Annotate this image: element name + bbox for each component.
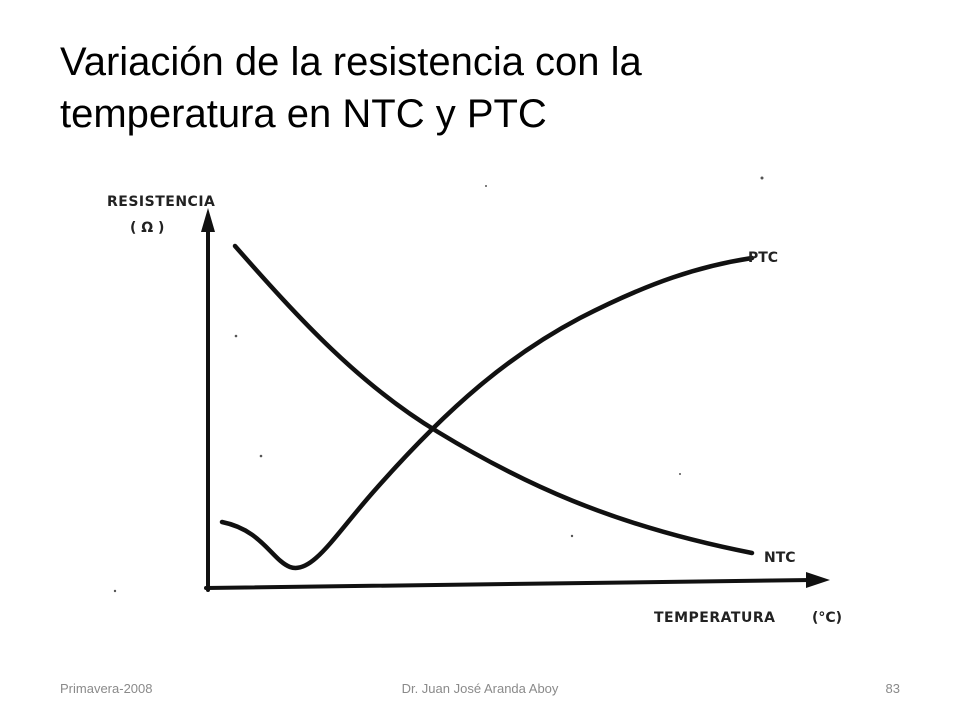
slide-title-line-1: Variación de la resistencia con la [60, 40, 642, 84]
ntc-curve-label: NTC [764, 550, 796, 566]
x-axis-unit: (°C) [812, 610, 842, 626]
x-axis [204, 578, 814, 590]
y-axis-label: RESISTENCIA [107, 194, 215, 210]
ntc-curve [232, 243, 755, 556]
x-axis-arrowhead [806, 572, 830, 588]
scan-specks [113, 176, 764, 593]
y-axis-unit: ( Ω ) [130, 220, 164, 236]
slide-title-line-2: temperatura en NTC y PTC [60, 92, 547, 136]
ptc-curve [219, 255, 755, 571]
y-axis-arrowhead [201, 208, 215, 232]
footer-date: Primavera-2008 [60, 681, 153, 696]
footer-page-number: 83 [885, 681, 900, 696]
ptc-curve-label: PTC [748, 250, 778, 266]
slide-title: Variación de la resistencia con la tempe… [60, 36, 900, 140]
x-axis-label: TEMPERATURA [654, 610, 775, 626]
footer-author: Dr. Juan José Aranda Aboy [401, 681, 559, 696]
